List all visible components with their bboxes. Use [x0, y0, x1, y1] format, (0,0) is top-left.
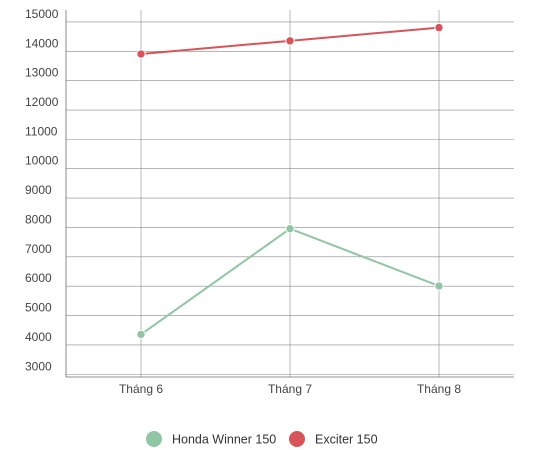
legend-label: Exciter 150	[315, 433, 378, 447]
data-point	[136, 329, 146, 340]
y-tick-label: 8000	[25, 212, 52, 226]
y-tick-label: 13000	[25, 66, 59, 80]
data-point	[285, 224, 295, 234]
legend-label: Honda Winner 150	[172, 433, 276, 447]
y-tick-label: 14000	[25, 36, 59, 50]
series	[136, 22, 444, 340]
x-tick-label: Tháng 8	[417, 382, 461, 396]
legend-marker	[146, 431, 162, 447]
axes	[65, 10, 514, 378]
y-tick-labels: 3000 4000 5000 6000 7000 8000 9000 10000 11000 12…	[25, 7, 59, 373]
data-point	[434, 281, 444, 291]
grid	[66, 10, 514, 377]
y-tick-label: 6000	[25, 271, 52, 285]
data-point	[136, 49, 146, 59]
y-tick-label: 4000	[25, 330, 52, 344]
y-tick-label: 7000	[25, 242, 52, 256]
data-point	[434, 22, 444, 33]
data-point	[285, 36, 295, 46]
y-tick-label: 5000	[25, 301, 52, 315]
y-tick-label: 10000	[25, 154, 59, 168]
y-tick-label: 12000	[25, 95, 59, 109]
legend-marker	[289, 431, 305, 447]
y-tick-label: 3000	[25, 359, 52, 373]
y-tick-label: 11000	[25, 124, 58, 138]
x-tick-labels: Tháng 6 Tháng 7 Tháng 8	[119, 382, 461, 396]
x-tick-label: Tháng 6	[119, 382, 163, 396]
y-tick-label: 9000	[25, 183, 52, 197]
x-tick-label: Tháng 7	[268, 382, 312, 396]
y-tick-label: 15000	[25, 7, 59, 21]
legend: Honda Winner 150 Exciter 150	[146, 431, 378, 447]
